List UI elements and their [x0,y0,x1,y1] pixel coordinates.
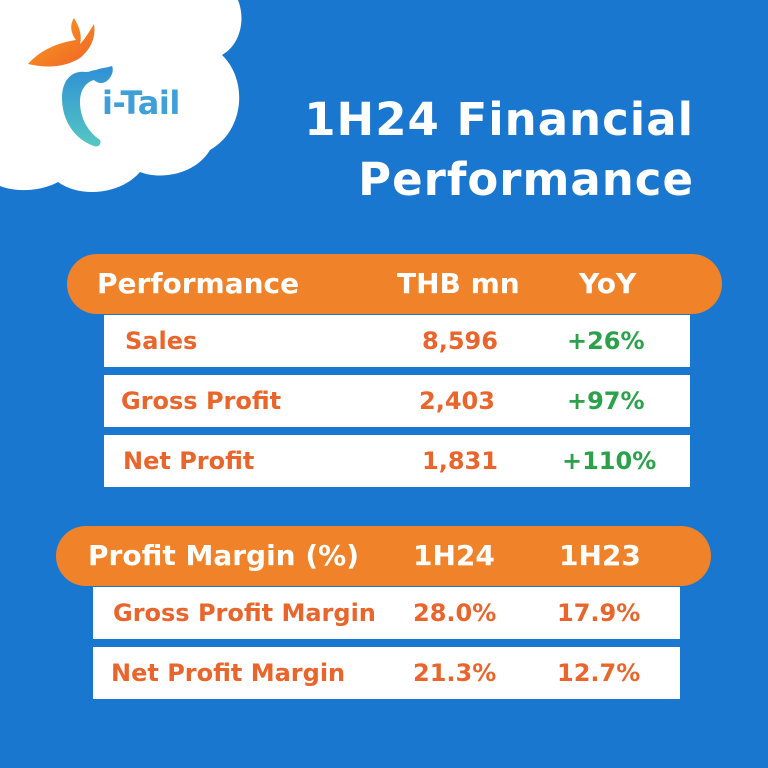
row-1h23: 17.9% [557,599,641,627]
header-performance: Performance [97,267,300,300]
header-1h24: 1H24 [413,539,495,572]
row-label: Net Profit [123,447,255,475]
header-yoy: YoY [579,267,637,300]
title-line-1: 1H24 Financial [304,93,694,146]
i-tail-logo-icon [28,18,113,147]
row-1h24: 21.3% [413,659,497,687]
row-yoy: +110% [562,447,657,475]
title-line-2: Performance [358,153,694,206]
row-yoy: +97% [567,387,645,415]
row-label: Gross Profit [121,387,282,415]
margin-table-header: Profit Margin (%) 1H24 1H23 [56,526,711,586]
brand-name: i-Tail [102,84,180,122]
page-title: 1H24 Financial Performance [304,90,694,210]
performance-table-header: Performance THB mn YoY [67,254,722,314]
row-label: Sales [125,327,198,355]
row-label: Gross Profit Margin [113,599,376,627]
header-thb-mn: THB mn [397,267,520,300]
row-value: 8,596 [422,327,498,355]
table-row: Gross Profit 2,403 +97% [104,375,690,427]
table-row: Sales 8,596 +26% [104,315,690,367]
row-1h23: 12.7% [557,659,641,687]
row-value: 2,403 [419,387,495,415]
row-yoy: +26% [567,327,645,355]
table-row: Gross Profit Margin 28.0% 17.9% [93,587,680,639]
header-1h23: 1H23 [559,539,641,572]
row-value: 1,831 [422,447,498,475]
row-label: Net Profit Margin [111,659,346,687]
row-1h24: 28.0% [413,599,497,627]
table-row: Net Profit 1,831 +110% [104,435,690,487]
table-row: Net Profit Margin 21.3% 12.7% [93,647,680,699]
header-profit-margin: Profit Margin (%) [88,539,359,572]
